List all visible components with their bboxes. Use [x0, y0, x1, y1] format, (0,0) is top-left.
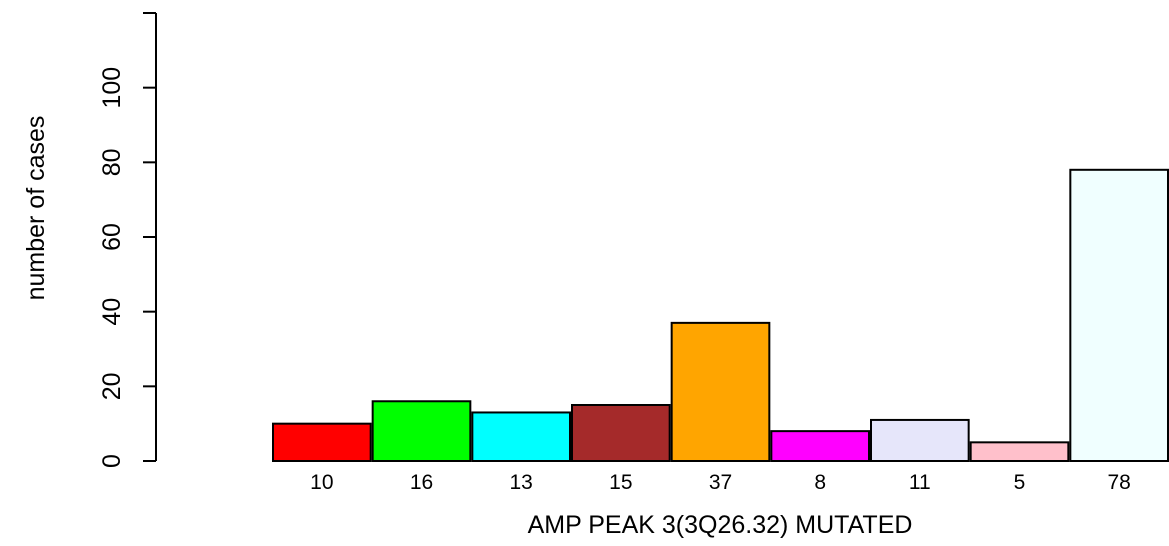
bar-label: 10 — [310, 471, 333, 494]
bar-label: 8 — [814, 471, 826, 494]
bars — [272, 168, 1169, 463]
bar-label: 5 — [1014, 471, 1026, 494]
bar-label: 78 — [1107, 471, 1130, 494]
y-tick-label: 60 — [98, 223, 126, 251]
y-axis: 0 20 40 60 80 100 — [98, 12, 157, 468]
y-tick-label: 0 — [98, 454, 126, 468]
bar-label: 15 — [609, 471, 632, 494]
y-tick-label: 40 — [98, 298, 126, 326]
bar — [571, 404, 671, 462]
bar-label: 16 — [410, 471, 433, 494]
bar — [371, 400, 472, 462]
bar — [670, 321, 771, 462]
bar — [272, 422, 372, 462]
y-tick-label: 100 — [98, 67, 126, 109]
bar-labels: 10 16 13 15 37 8 11 5 78 — [310, 471, 1131, 494]
bar — [770, 430, 870, 462]
bar — [471, 411, 572, 463]
bar — [1069, 168, 1169, 463]
x-axis-title: AMP PEAK 3(3Q26.32) MUTATED — [528, 511, 913, 539]
bar-label: 13 — [509, 471, 532, 494]
bar-label: 37 — [709, 471, 732, 494]
bar — [969, 441, 1070, 463]
y-tick-label: 20 — [98, 372, 126, 400]
y-tick-label: 80 — [98, 148, 126, 176]
bar — [870, 418, 970, 462]
y-axis-title: number of cases — [22, 116, 50, 301]
bar-label: 11 — [909, 471, 931, 494]
